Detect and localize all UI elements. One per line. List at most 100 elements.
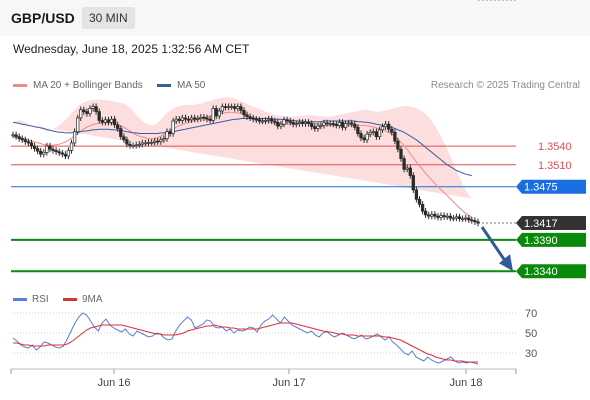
candle: [63, 151, 68, 160]
candle: [199, 114, 203, 122]
candle: [399, 146, 403, 162]
candle: [186, 116, 191, 123]
candle: [411, 172, 415, 193]
candle: [189, 114, 194, 123]
candle: [402, 155, 406, 173]
candle-body: [396, 140, 400, 150]
candle-body: [340, 121, 345, 128]
candle: [245, 111, 249, 120]
candle: [29, 139, 34, 150]
candle-body: [39, 150, 43, 155]
candle-body: [439, 215, 443, 218]
candle: [233, 103, 237, 112]
rsi-tick-50: 50: [525, 328, 537, 340]
candle-body: [248, 116, 252, 119]
level-label-1.3540: 1.3540: [538, 141, 572, 153]
candle-body: [205, 117, 209, 120]
candle: [51, 146, 55, 154]
candle-body: [303, 121, 308, 124]
candle-body: [217, 110, 221, 117]
candle: [273, 117, 277, 126]
candle-body: [57, 151, 61, 154]
candle: [183, 114, 188, 123]
candle: [328, 120, 332, 127]
candle-body: [408, 167, 412, 176]
candle-body: [260, 120, 265, 123]
candle-body: [125, 139, 129, 145]
candle-body: [356, 126, 360, 134]
x-axis-ticks: Jun 16 Jun 17 Jun 18: [10, 369, 517, 389]
candle: [460, 215, 465, 222]
candle-body: [72, 131, 77, 144]
candle-body: [45, 145, 49, 153]
candle-body: [390, 128, 394, 133]
candle: [177, 116, 181, 124]
timeframe-badge[interactable]: 30 MIN: [82, 7, 135, 29]
candle-body: [63, 153, 68, 157]
candle: [377, 126, 382, 140]
candle: [343, 120, 348, 131]
candle-body: [263, 120, 268, 122]
candle-body: [257, 119, 262, 122]
candle: [79, 106, 83, 121]
candle-body: [146, 141, 151, 144]
candle-body: [300, 121, 305, 124]
candle: [20, 135, 24, 143]
candle-body: [279, 123, 283, 127]
candle-body: [291, 121, 295, 125]
legend-ma50: MA 50: [157, 80, 205, 91]
candle-body: [112, 118, 117, 126]
candle-body: [199, 116, 203, 119]
x-tick-label: Jun 18: [449, 377, 482, 389]
candle: [131, 142, 135, 149]
candle: [137, 141, 141, 148]
candle: [82, 106, 86, 115]
candle: [263, 117, 268, 125]
candle: [23, 136, 27, 145]
candle: [423, 208, 428, 218]
candle: [229, 103, 234, 110]
candle: [116, 121, 120, 132]
candle: [365, 131, 369, 143]
candle: [223, 103, 228, 111]
candle-body: [131, 145, 135, 147]
candle-body: [427, 214, 431, 217]
candle-body: [109, 118, 114, 123]
candle-body: [20, 138, 24, 141]
level-label-1.3417: 1.3417: [524, 218, 558, 230]
candle-body: [196, 118, 200, 120]
candle-body: [457, 216, 462, 220]
candle: [467, 214, 471, 223]
candle-body: [445, 215, 449, 218]
candle-body: [226, 106, 231, 108]
candle: [359, 130, 363, 142]
candle-body: [14, 134, 18, 138]
candle-body: [94, 106, 98, 112]
candle: [220, 103, 225, 115]
candle: [436, 213, 440, 221]
candle-body: [316, 125, 320, 129]
candle-body: [393, 131, 397, 142]
candle-body: [343, 123, 348, 128]
candle: [266, 116, 271, 124]
candle-body: [454, 216, 459, 219]
research-credit: Research © 2025 Trading Central: [430, 80, 580, 91]
candle-body: [137, 143, 141, 146]
level-tag-1.3475: [516, 179, 586, 194]
candle: [254, 116, 258, 123]
candle: [257, 116, 262, 125]
legend-ma20: MA 20 + Bollinger Bands: [13, 80, 143, 91]
candle-body: [282, 119, 286, 125]
rsi-swatch: [13, 298, 27, 301]
candle: [32, 142, 37, 152]
candle: [214, 105, 218, 120]
candle: [362, 134, 366, 143]
candle-body: [220, 106, 225, 112]
candle-body: [288, 120, 292, 123]
candle-body: [328, 123, 332, 125]
candle-body: [270, 118, 274, 122]
candle-body: [42, 151, 46, 155]
ma50-swatch: [157, 84, 171, 87]
candle: [285, 116, 289, 125]
currency-pair: GBP/USD: [11, 10, 75, 26]
